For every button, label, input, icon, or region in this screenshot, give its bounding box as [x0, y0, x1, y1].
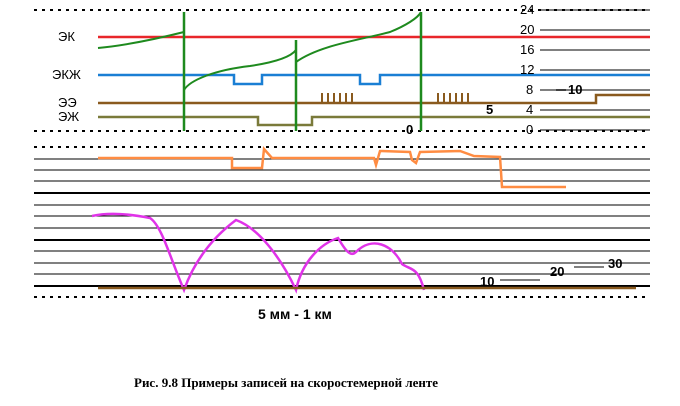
- zero-mark: 0: [406, 122, 413, 137]
- lower-grid-lines: [34, 158, 650, 287]
- distance-scale-text: 5 мм - 1 км: [258, 306, 332, 322]
- orange-record: [98, 146, 566, 189]
- magenta-record: [91, 212, 426, 294]
- ee-pulse-marks: [321, 93, 469, 102]
- bottom-number-30: 30: [608, 256, 622, 271]
- label-ekzh: ЭКЖ: [52, 67, 81, 82]
- speed-curve: [97, 11, 422, 91]
- bottom-number-20: 20: [550, 264, 564, 279]
- scale-12: 12: [520, 62, 534, 77]
- scale-24: 24: [520, 2, 534, 17]
- label-ee: ЭЭ: [58, 95, 77, 110]
- ezh-level-number: 5: [486, 102, 493, 117]
- figure-caption: Рис. 9.8 Примеры записей на скоростемерн…: [134, 375, 438, 390]
- upper-scale-lines: [540, 9, 650, 131]
- scale-8: 8: [526, 82, 533, 97]
- scale-0: 0: [526, 122, 533, 137]
- speed-drop-marks: [182, 12, 423, 131]
- ekzh-line: [98, 73, 650, 86]
- scale-4: 4: [526, 102, 533, 117]
- bottom-number-10: 10: [480, 274, 494, 289]
- ezh-line: [98, 115, 650, 127]
- scale-20: 20: [520, 22, 534, 37]
- label-ezh: ЭЖ: [58, 109, 79, 124]
- label-ek: ЭК: [58, 29, 75, 44]
- ee-line: [98, 93, 650, 105]
- scale-16: 16: [520, 42, 534, 57]
- ee-level-number: 10: [568, 82, 582, 97]
